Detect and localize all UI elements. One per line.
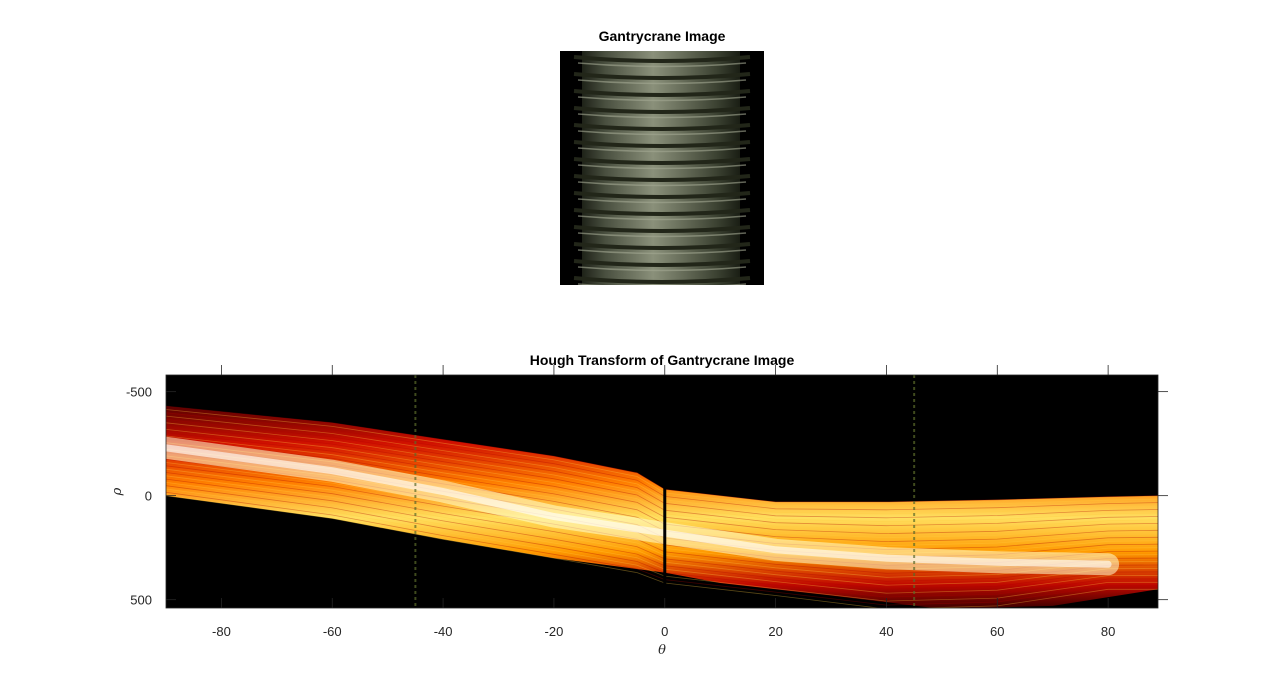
y-tick-label: 500 (130, 593, 152, 608)
y-axis-label: ρ (110, 487, 125, 496)
thread-groove (573, 55, 751, 63)
thread-groove (573, 259, 751, 267)
x-axis-label: θ (658, 643, 666, 658)
thread-highlight (577, 232, 747, 238)
thread-groove (573, 242, 751, 250)
y-tick-label: 0 (145, 489, 152, 504)
x-tick-label: 40 (879, 624, 893, 639)
x-tick-label: 80 (1101, 624, 1115, 639)
thread-groove (573, 225, 751, 233)
thread-highlight (577, 164, 747, 170)
bolt-photo (560, 51, 764, 285)
x-tick-label: -40 (434, 624, 453, 639)
thread-highlight (577, 113, 747, 119)
x-tick-label: -80 (212, 624, 231, 639)
image-title: Gantrycrane Image (598, 28, 726, 44)
thread-groove (573, 276, 751, 284)
thread-highlight (577, 96, 747, 102)
bolt-body (573, 51, 751, 285)
thread-highlight (577, 62, 747, 68)
thread-highlight (577, 198, 747, 204)
thread-highlight (577, 181, 747, 187)
thread-groove (573, 89, 751, 97)
thread-highlight (577, 79, 747, 85)
thread-highlight (577, 249, 747, 255)
thread-highlight (577, 147, 747, 153)
thread-highlight (577, 130, 747, 136)
thread-groove (573, 191, 751, 199)
thread-highlight (577, 215, 747, 221)
thread-groove (573, 123, 751, 131)
thread-groove (573, 106, 751, 114)
thread-groove (573, 72, 751, 80)
x-tick-label: 60 (990, 624, 1004, 639)
y-tick-label: -500 (126, 385, 152, 400)
x-tick-label: 20 (768, 624, 782, 639)
thread-groove (573, 174, 751, 182)
x-tick-label: 0 (661, 624, 668, 639)
thread-groove (573, 208, 751, 216)
thread-groove (573, 140, 751, 148)
chart-title: Hough Transform of Gantrycrane Image (529, 352, 795, 368)
axes-box (165, 374, 1159, 609)
x-tick-label: -60 (323, 624, 342, 639)
x-tick-label: -20 (545, 624, 564, 639)
thread-groove (573, 157, 751, 165)
thread-highlight (577, 266, 747, 272)
